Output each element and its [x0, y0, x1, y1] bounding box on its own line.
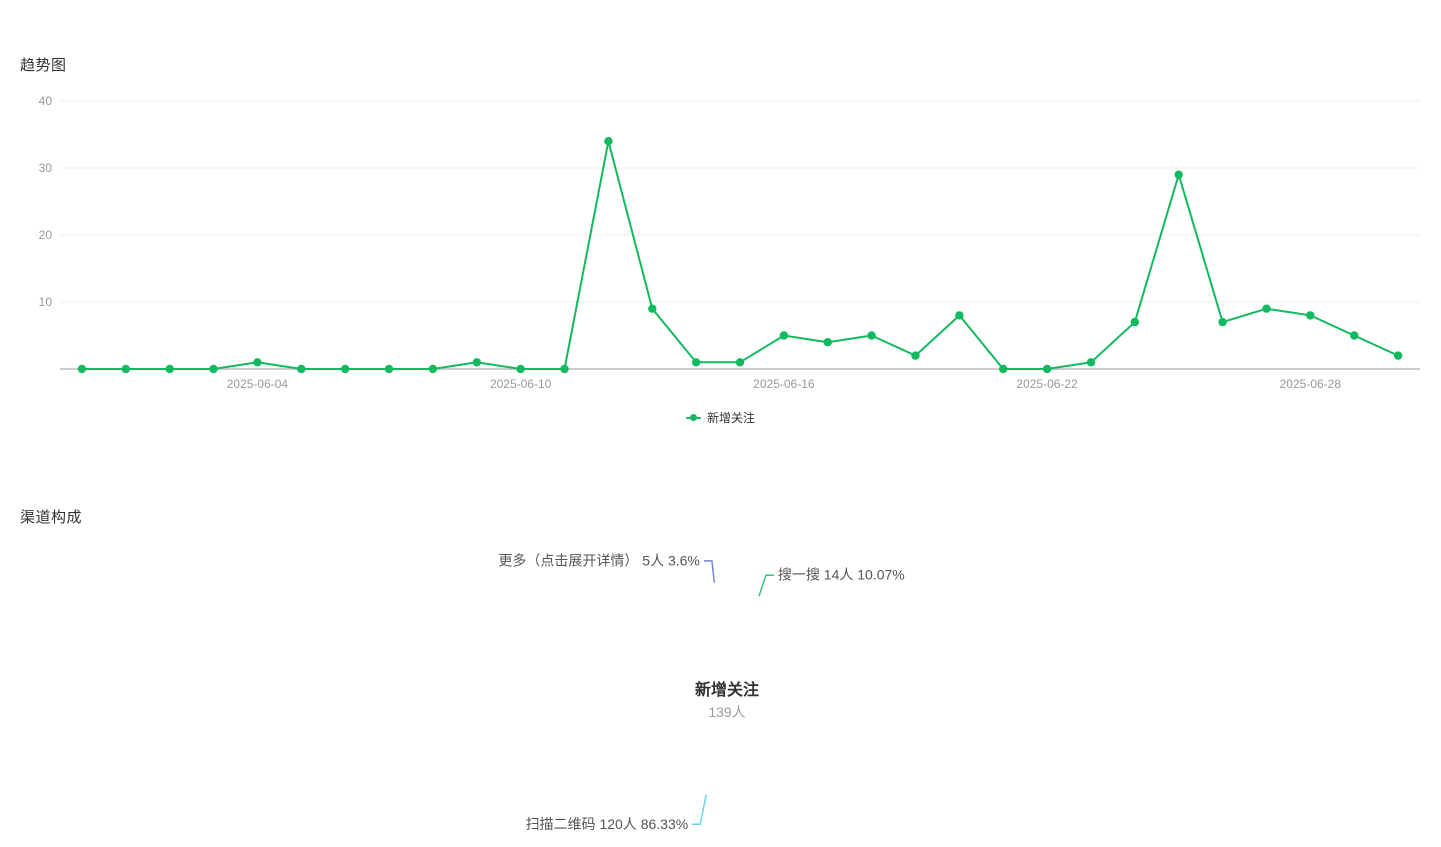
x-axis-tick-label: 2025-06-10: [490, 377, 552, 391]
trend-point[interactable]: [1086, 358, 1096, 367]
trend-point[interactable]: [121, 364, 130, 374]
trend-point[interactable]: [165, 364, 174, 374]
trend-point[interactable]: [341, 364, 350, 374]
trend-point[interactable]: [77, 364, 87, 374]
x-axis-tick-label: 2025-06-16: [753, 377, 815, 391]
label-leader-line-search: [758, 574, 774, 597]
x-axis-tick-label: 2025-06-04: [227, 377, 289, 391]
trend-point[interactable]: [253, 358, 262, 367]
trend-point[interactable]: [1306, 311, 1315, 320]
y-axis-tick-label: 30: [39, 161, 53, 175]
trend-point[interactable]: [1174, 170, 1183, 179]
trend-point[interactable]: [867, 331, 876, 340]
trend-point[interactable]: [297, 364, 306, 374]
trend-point[interactable]: [516, 364, 525, 374]
trend-point[interactable]: [648, 304, 657, 313]
trend-point[interactable]: [691, 358, 701, 367]
y-axis-tick-label: 20: [39, 228, 53, 242]
trend-point[interactable]: [735, 358, 745, 367]
trend-point[interactable]: [1130, 317, 1140, 327]
trend-point[interactable]: [1393, 351, 1403, 360]
trend-point[interactable]: [911, 351, 920, 360]
line-series-marker-icon: [685, 413, 701, 422]
donut-center-title: 新增关注: [695, 680, 759, 699]
slice-label-qr-scan: 扫描二维码 120人 86.33%: [526, 816, 689, 832]
x-axis-tick-label: 2025-06-28: [1280, 377, 1342, 391]
label-leader-line-qr-scan: [692, 794, 707, 826]
trend-point[interactable]: [209, 364, 218, 374]
trend-point[interactable]: [560, 364, 569, 374]
trend-point[interactable]: [955, 311, 964, 320]
x-axis-tick-label: 2025-06-22: [1016, 377, 1078, 391]
channel-section-title: 渠道构成: [20, 509, 83, 526]
y-axis-tick-label: 40: [39, 94, 53, 108]
trend-point[interactable]: [1042, 364, 1052, 374]
trend-legend-item[interactable]: 新增关注: [0, 409, 1441, 426]
y-axis-tick-label: 10: [39, 295, 53, 309]
trend-point[interactable]: [823, 338, 832, 347]
trend-point[interactable]: [779, 331, 789, 340]
trend-point[interactable]: [1218, 317, 1227, 327]
trend-point[interactable]: [604, 137, 613, 146]
donut-center-value: 139人: [708, 704, 745, 720]
slice-label-search: 搜一搜 14人 10.07%: [778, 567, 905, 583]
trend-point[interactable]: [1262, 304, 1271, 313]
slice-label-more[interactable]: 更多（点击展开详情） 5人 3.6%: [498, 552, 699, 568]
trend-legend-label: 新增关注: [706, 411, 755, 425]
trend-section-title: 趋势图: [20, 57, 67, 74]
trend-point[interactable]: [472, 358, 481, 367]
label-leader-line-more: [703, 560, 716, 583]
trend-point[interactable]: [1350, 331, 1359, 340]
trend-point[interactable]: [999, 364, 1008, 374]
trend-point[interactable]: [384, 364, 394, 374]
trend-point[interactable]: [428, 364, 438, 374]
